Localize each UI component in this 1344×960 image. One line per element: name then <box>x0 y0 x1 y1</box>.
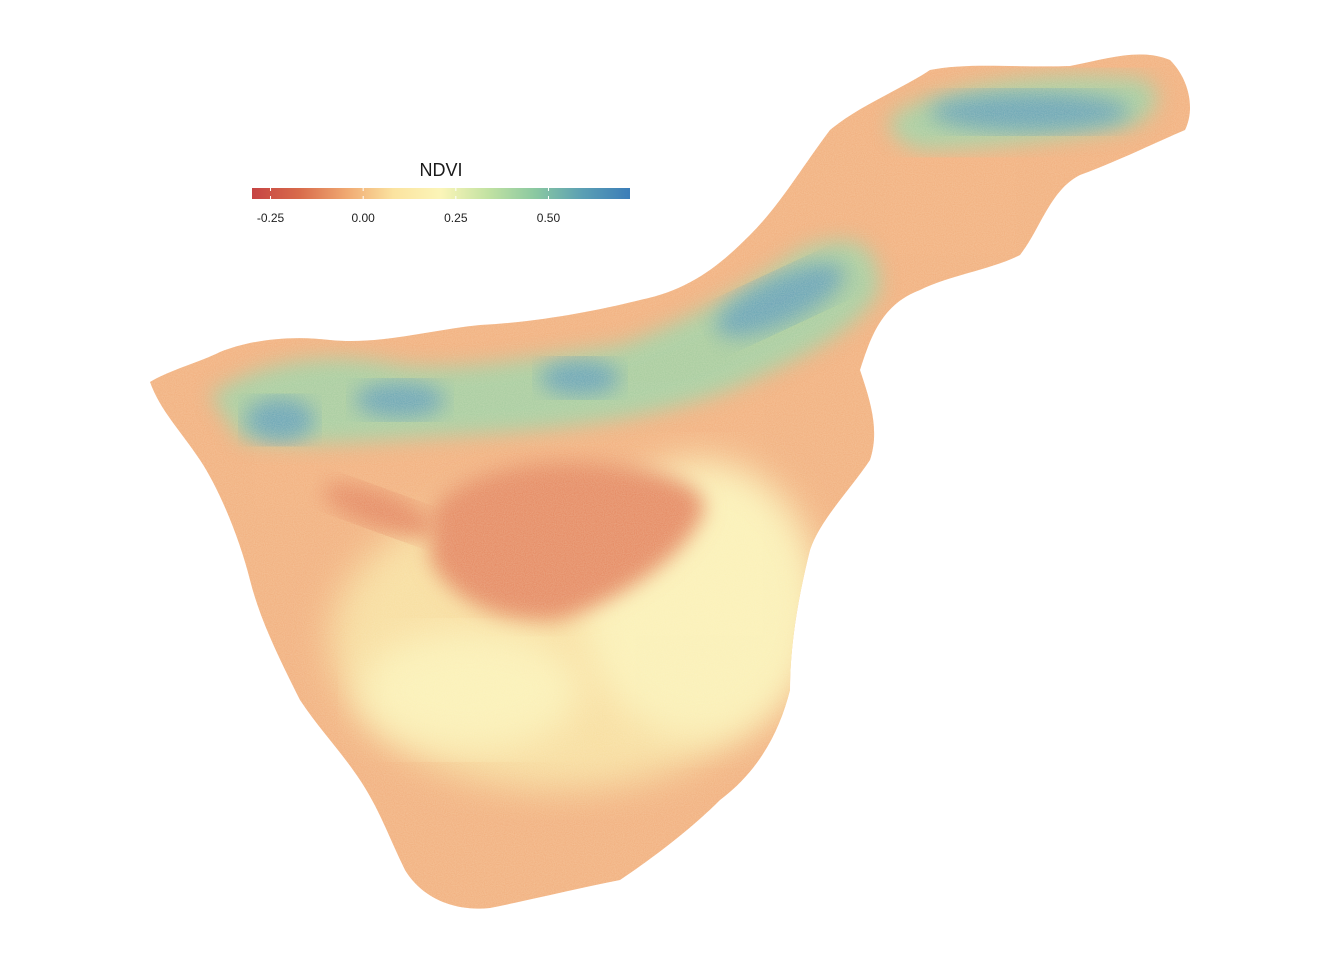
legend-tick-label: 0.00 <box>351 211 375 225</box>
legend-tick-label: 0.50 <box>536 211 561 225</box>
legend-tick-label: -0.25 <box>256 211 285 225</box>
legend-tick-label: 0.25 <box>444 211 468 225</box>
ndvi-legend: NDVI -0.25 0.00 0.25 0.50 <box>252 158 632 238</box>
legend-colorbar <box>252 188 630 199</box>
legend-title: NDVI <box>419 160 463 180</box>
